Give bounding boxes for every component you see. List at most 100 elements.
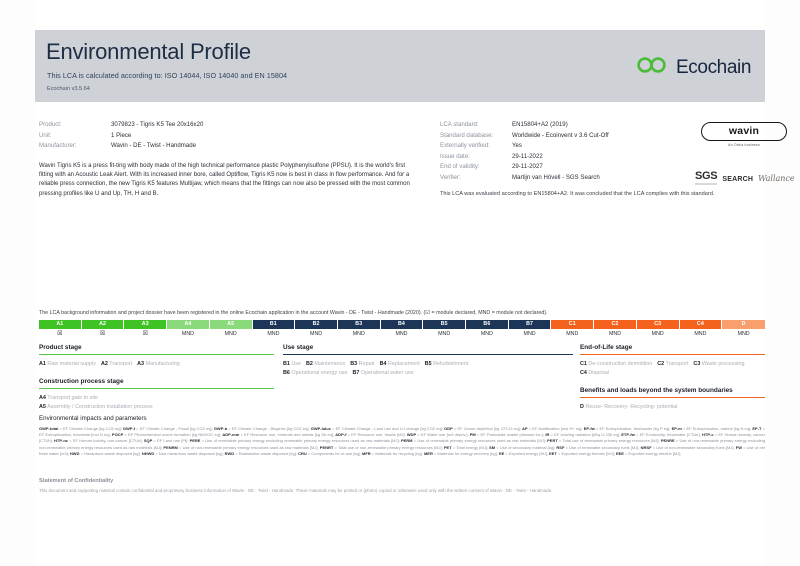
module-column-a2: A2 ☒ bbox=[81, 320, 125, 340]
meta-key: End of validity: bbox=[440, 163, 480, 170]
stage-items: B1 Use B2 Maintenance B3 Repair B4 Replacem… bbox=[283, 361, 469, 377]
module-column-c4: C4 MND bbox=[679, 320, 723, 340]
meta-value: 29-11-2022 bbox=[512, 152, 543, 160]
module-code-header: A3 bbox=[124, 320, 168, 329]
stage-title: End-of-Life stage bbox=[580, 344, 633, 351]
confidentiality-body: This document and supporting material co… bbox=[39, 488, 553, 493]
module-status-cell: MND bbox=[423, 329, 467, 340]
module-code-header: D bbox=[722, 320, 765, 329]
module-status-cell: MND bbox=[167, 329, 210, 340]
meta-value: 3079823 - Tigris K5 Tee 20x16x20 bbox=[111, 121, 204, 128]
module-code-header: A5 bbox=[209, 320, 253, 329]
module-status-cell: MND bbox=[722, 329, 765, 340]
module-status-cell: MND bbox=[508, 329, 552, 340]
stage-items: D Reuse- Recovery- Recycling- potential bbox=[580, 404, 678, 411]
meta-key: LCA standard: bbox=[440, 121, 479, 128]
module-code-header: B5 bbox=[423, 320, 467, 329]
module-code-header: B1 bbox=[252, 320, 296, 329]
module-column-a5: A5 MND bbox=[209, 320, 253, 340]
stage-items: A1 Raw material supply A2 Transport A3 Man… bbox=[39, 361, 180, 368]
meta-row-standard-database: Standard database: Worldwide - Ecoinvent… bbox=[440, 131, 690, 142]
confidentiality-section: Statement of Confidentiality This docume… bbox=[39, 478, 765, 495]
document-header-band: Environmental Profile This LCA is calcul… bbox=[35, 30, 765, 102]
stage-rule bbox=[39, 387, 274, 390]
meta-row-issue-date: Issue date: 29-11-2022 bbox=[440, 152, 690, 163]
meta-row-manufacturer: Manufacturer: Wavin - DE - Twist - Handm… bbox=[39, 141, 414, 152]
document-sheet: Environmental Profile This LCA is calcul… bbox=[35, 0, 795, 566]
stage-title: Benefits and loads beyond the system bou… bbox=[580, 387, 733, 395]
module-status-cell: MND bbox=[209, 329, 253, 340]
module-declared-checkbox-icon: ☒ bbox=[142, 331, 148, 337]
meta-value: Worldwide - Ecoinvent v 3.6 Cut-Off bbox=[512, 131, 609, 139]
module-code-header: A2 bbox=[81, 320, 125, 329]
ecochain-brand: Ecochain bbox=[635, 56, 751, 79]
module-column-c1: C1 MND bbox=[551, 320, 595, 340]
meta-row-unit: Unit: 1 Piece bbox=[39, 131, 414, 142]
module-status-cell: MND bbox=[636, 329, 680, 340]
product-meta-block: Product: 3079823 - Tigris K5 Tee 20x16x2… bbox=[39, 120, 414, 152]
module-status-cell: MND bbox=[551, 329, 595, 340]
stage-group-construction: Construction process stage A4 Transport … bbox=[39, 378, 274, 412]
module-code-header: B6 bbox=[466, 320, 509, 329]
sgs-search-word: SEARCH bbox=[722, 176, 754, 183]
module-column-b1: B1 MND bbox=[252, 320, 296, 340]
module-column-b3: B3 MND bbox=[337, 320, 381, 340]
meta-value: Wavin - DE - Twist - Handmade bbox=[111, 142, 196, 149]
module-status-cell: MND bbox=[679, 329, 723, 340]
meta-value: Martijn van Hövell - SGS Search bbox=[512, 173, 600, 181]
meta-row-end-of-validity: End of validity: 29-11-2027 bbox=[440, 162, 690, 173]
confidentiality-title: Statement of Confidentiality bbox=[39, 478, 114, 484]
impacts-abbreviation-list: GWP-total = EF Climate Change [kg CO2 eq… bbox=[39, 426, 766, 456]
module-status-cell: MND bbox=[337, 329, 381, 340]
module-code-header: C1 bbox=[551, 320, 595, 329]
meta-key: Standard database: bbox=[440, 131, 494, 139]
module-status-cell: MND bbox=[466, 329, 509, 340]
module-status-cell: MND bbox=[594, 329, 637, 340]
compliance-note: This LCA was evaluated according to EN15… bbox=[440, 191, 715, 197]
ecochain-infinity-icon bbox=[635, 56, 669, 79]
stage-title: Product stage bbox=[39, 344, 82, 351]
module-column-c3: C3 MND bbox=[636, 320, 680, 340]
module-column-b6: B6 MND bbox=[466, 320, 509, 340]
module-column-b5: B5 MND bbox=[423, 320, 467, 340]
module-code-header: B4 bbox=[380, 320, 424, 329]
meta-row-externally-verified: Externally verified: Yes bbox=[440, 141, 690, 152]
wavin-wordmark: wavin bbox=[701, 122, 787, 141]
module-code-header: C4 bbox=[679, 320, 723, 329]
module-column-b7: B7 MND bbox=[508, 320, 552, 340]
module-column-c2: C2 MND bbox=[594, 320, 637, 340]
meta-value: 29-11-2027 bbox=[512, 163, 543, 170]
module-code-header: A4 bbox=[167, 320, 210, 329]
module-declared-checkbox-icon: ☒ bbox=[99, 331, 106, 337]
module-status-cell: MND bbox=[252, 329, 296, 340]
stage-title: Use stage bbox=[283, 344, 314, 351]
meta-value: 1 Piece bbox=[111, 131, 132, 139]
module-code-header: B7 bbox=[508, 320, 552, 329]
product-description: Wavin Tigris K5 is a press fit-ting with… bbox=[39, 163, 410, 197]
module-column-b2: B2 MND bbox=[295, 320, 338, 340]
module-code-header: B3 bbox=[337, 320, 381, 329]
stage-rule bbox=[283, 353, 573, 356]
module-status-cell: MND bbox=[380, 329, 424, 340]
impacts-title: Environmental impacts and parameters bbox=[39, 415, 147, 422]
meta-key: Manufacturer: bbox=[39, 142, 77, 149]
module-status-cell: MND bbox=[295, 329, 338, 340]
environmental-impacts-section: Environmental impacts and parameters GWP… bbox=[39, 415, 765, 457]
module-code-header: C3 bbox=[636, 320, 680, 329]
module-code-header: B2 bbox=[295, 320, 338, 329]
stage-group-use: Use stage B1 Use B2 Maintenance B3 Repair B… bbox=[283, 344, 573, 378]
module-status-cell: ☒ bbox=[124, 329, 168, 340]
stage-rule bbox=[580, 396, 765, 399]
lca-meta-block: LCA standard: EN15804+A2 (2019) Standard… bbox=[440, 120, 690, 183]
meta-row-lca-standard: LCA standard: EN15804+A2 (2019) bbox=[440, 120, 690, 131]
page-title: Environmental Profile bbox=[46, 39, 251, 64]
module-code-header: A1 bbox=[39, 320, 82, 329]
module-column-a1: A1 ☒ bbox=[39, 320, 82, 340]
app-version-label: Ecochain v3.5.64 bbox=[47, 86, 90, 92]
ecochain-brand-name: Ecochain bbox=[676, 56, 751, 78]
sgs-mark: SGS bbox=[695, 170, 718, 185]
meta-row-product: Product: 3079823 - Tigris K5 Tee 20x16x2… bbox=[39, 120, 414, 131]
page-subtitle: This LCA is calculated according to: ISO… bbox=[47, 71, 288, 80]
meta-key: Product: bbox=[39, 121, 62, 128]
